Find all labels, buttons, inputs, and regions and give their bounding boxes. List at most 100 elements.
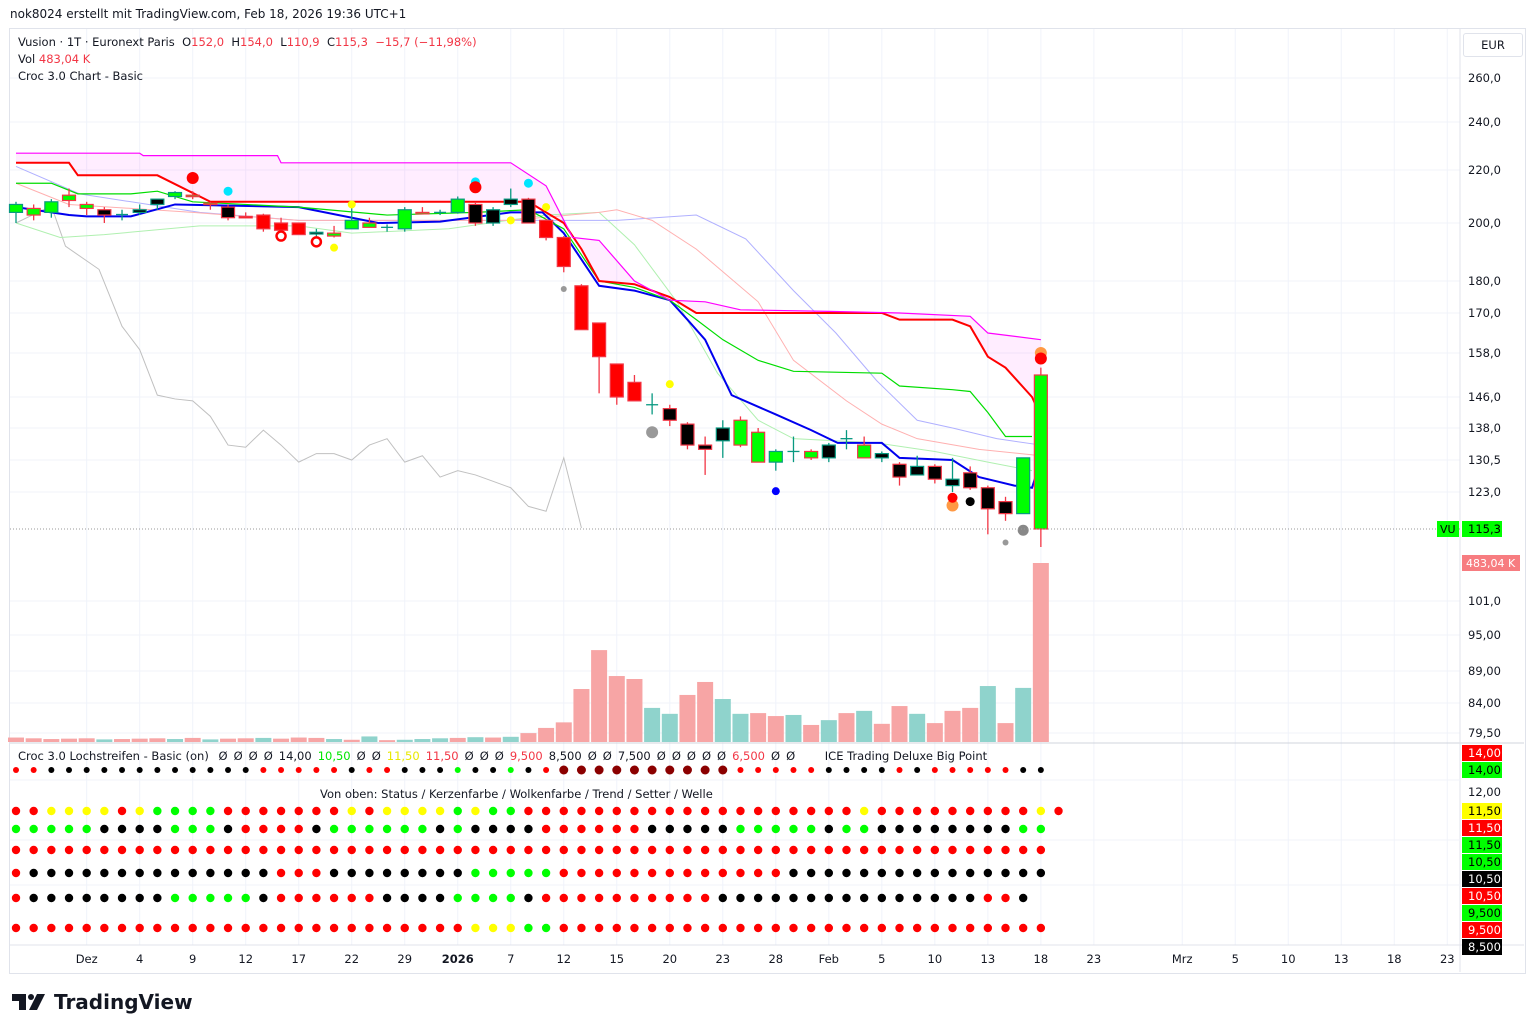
- dot-kerzenfarbe: [47, 824, 56, 834]
- currency-button[interactable]: EUR: [1463, 33, 1523, 57]
- dot-wolkenfarbe: [170, 845, 180, 855]
- candle-body: [326, 232, 342, 237]
- dot-setter: [453, 893, 462, 903]
- dot-welle: [842, 923, 851, 933]
- candle-body: [804, 450, 819, 459]
- volume-bar: [131, 738, 148, 742]
- signal-dot: [947, 492, 958, 503]
- candle-body: [97, 209, 112, 216]
- dot-kerzenfarbe: [471, 824, 480, 834]
- volume-bar: [343, 739, 360, 742]
- candle-body: [26, 207, 41, 216]
- dot-kerzenfarbe: [312, 824, 321, 834]
- volume-bar: [290, 737, 307, 742]
- candle-body: [556, 236, 571, 268]
- dot-setter: [789, 893, 798, 903]
- dot-welle: [64, 923, 74, 933]
- pane2-axis-tag: 14,00: [1468, 763, 1501, 777]
- close-label: C: [326, 35, 335, 49]
- volume-bar: [626, 679, 643, 742]
- dot-setter: [806, 893, 816, 903]
- dot-status: [736, 806, 745, 816]
- dot-wolkenfarbe: [418, 845, 427, 855]
- dot-kerzenfarbe: [789, 824, 798, 834]
- candle-body: [521, 198, 536, 224]
- dot-kerzenfarbe: [365, 824, 374, 834]
- time-tick-label: 4: [136, 952, 143, 966]
- volume-bar: [237, 738, 254, 742]
- tradingview-logo[interactable]: TradingView: [12, 990, 193, 1014]
- dot-welle: [294, 923, 303, 933]
- lochstreifen-value: Ø: [771, 749, 781, 763]
- ice-indicator-title[interactable]: ICE Trading Deluxe Big Point: [824, 749, 988, 763]
- dot-setter: [630, 893, 639, 903]
- gray-line: [15, 205, 582, 529]
- dot-setter: [435, 893, 445, 903]
- time-tick-label: 12: [556, 952, 571, 966]
- dot-lochstreifen: [136, 767, 143, 773]
- dot-trend: [259, 868, 268, 878]
- green-line: [16, 182, 1033, 438]
- volume-bars: [8, 563, 1049, 742]
- dot-wolkenfarbe: [1001, 845, 1010, 855]
- dot-welle: [683, 923, 692, 933]
- dot-welle: [665, 923, 674, 933]
- price-tick-label: 146,0: [1468, 390, 1501, 404]
- dot-lochstreifen: [594, 765, 604, 775]
- dot-trend: [700, 868, 710, 878]
- dot-wolkenfarbe: [276, 845, 286, 855]
- dot-status: [312, 806, 321, 816]
- dot-welle: [736, 923, 745, 933]
- signal-dot: [946, 499, 959, 512]
- dot-status: [948, 806, 957, 816]
- dot-lochstreifen: [13, 767, 19, 773]
- dot-lochstreifen: [384, 767, 391, 773]
- price-tick-label: 170,0: [1468, 306, 1501, 320]
- dot-status: [647, 806, 657, 816]
- dot-setter: [718, 893, 727, 903]
- time-tick-label: 5: [1232, 952, 1239, 966]
- lochstreifen-value: Ø: [786, 749, 796, 763]
- symbol-title[interactable]: Vusion · 1T · Euronext Paris: [18, 35, 175, 49]
- dot-setter: [541, 893, 551, 903]
- dot-kerzenfarbe: [1036, 824, 1046, 834]
- indicator-croc-chart[interactable]: Croc 3.0 Chart - Basic: [18, 69, 143, 83]
- dot-wolkenfarbe: [700, 845, 710, 855]
- dot-welle: [630, 923, 639, 933]
- volume-bar: [1032, 563, 1049, 742]
- candle-body: [609, 363, 624, 398]
- lochstreifen-title[interactable]: Croc 3.0 Lochstreifen - Basic (on): [18, 749, 209, 763]
- signal-dot: [1017, 524, 1029, 536]
- dot-setter: [647, 893, 657, 903]
- dot-wolkenfarbe: [506, 845, 515, 855]
- dot-lochstreifen: [718, 765, 728, 775]
- dot-trend: [524, 868, 533, 878]
- time-tick-label: Feb: [819, 952, 839, 966]
- lochstreifen-value: Ø: [717, 749, 727, 763]
- pane2-axis-tag: 10,50: [1468, 889, 1501, 903]
- signal-dot: [1002, 539, 1009, 546]
- dot-kerzenfarbe: [1018, 824, 1028, 834]
- dot-welle: [965, 923, 975, 933]
- signal-dot: [523, 178, 533, 188]
- dot-status: [188, 806, 197, 816]
- lochstreifen-value: Ø: [218, 749, 228, 763]
- dot-setter: [47, 893, 56, 903]
- volume-bar: [326, 739, 343, 742]
- dot-status: [1018, 806, 1028, 816]
- price-tick-label: 89,00: [1468, 664, 1501, 678]
- dot-trend: [859, 868, 869, 878]
- volume-bar: [732, 713, 749, 742]
- volume-bar: [308, 737, 325, 742]
- dot-status: [400, 806, 409, 816]
- candle-body: [167, 191, 183, 198]
- dot-lochstreifen: [914, 767, 921, 773]
- dot-setter: [170, 893, 180, 903]
- dot-setter: [117, 893, 127, 903]
- candle-body: [857, 444, 872, 459]
- blue-line: [15, 203, 1042, 489]
- last-price-tag: 115,3: [1468, 522, 1501, 536]
- time-tick-label: Mrz: [1172, 952, 1193, 966]
- dot-trend: [276, 868, 286, 878]
